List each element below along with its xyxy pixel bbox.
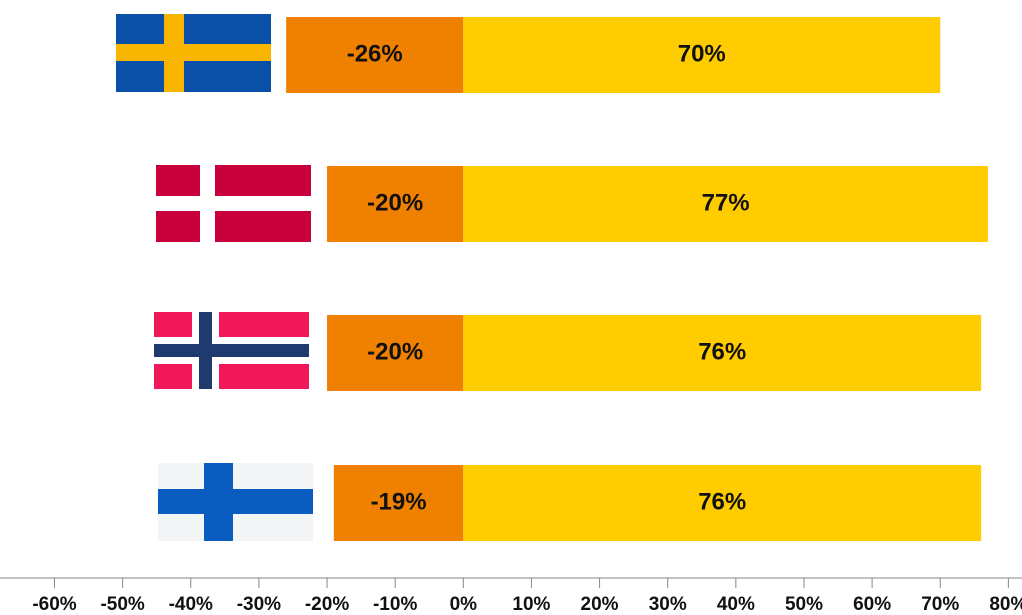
value-label: -26% xyxy=(347,40,403,67)
flag-denmark xyxy=(156,165,311,242)
flag-norway xyxy=(154,312,309,389)
x-tick-label: 0% xyxy=(450,594,478,615)
x-tick-label: -30% xyxy=(237,594,281,615)
bar xyxy=(463,315,982,391)
bar xyxy=(327,315,464,391)
x-tick-label: 30% xyxy=(649,594,687,615)
value-label: 70% xyxy=(678,40,726,67)
x-tick-label: 20% xyxy=(581,594,619,615)
value-label: 77% xyxy=(702,189,750,216)
x-tick-label: 70% xyxy=(921,594,959,615)
bar xyxy=(286,17,464,93)
bar xyxy=(463,465,982,541)
x-tick-label: -10% xyxy=(373,594,417,615)
flag-finland xyxy=(158,463,313,541)
x-tick-label: 50% xyxy=(785,594,823,615)
bar xyxy=(333,465,464,541)
bar xyxy=(463,17,941,93)
x-tick-label: 10% xyxy=(512,594,550,615)
value-label: -20% xyxy=(367,338,423,365)
bar xyxy=(463,166,988,242)
x-tick-label: -20% xyxy=(305,594,349,615)
x-tick-label: -50% xyxy=(100,594,144,615)
x-tick-label: 60% xyxy=(853,594,891,615)
bar xyxy=(327,166,464,242)
value-label: 76% xyxy=(698,338,746,365)
x-tick-label: 80% xyxy=(989,594,1022,615)
value-label: -20% xyxy=(367,189,423,216)
value-label: 76% xyxy=(698,488,746,515)
value-label: -19% xyxy=(371,488,427,515)
x-tick-label: -60% xyxy=(32,594,76,615)
flag-sweden xyxy=(116,14,271,92)
x-tick-label: -40% xyxy=(169,594,213,615)
x-tick-label: 40% xyxy=(717,594,755,615)
